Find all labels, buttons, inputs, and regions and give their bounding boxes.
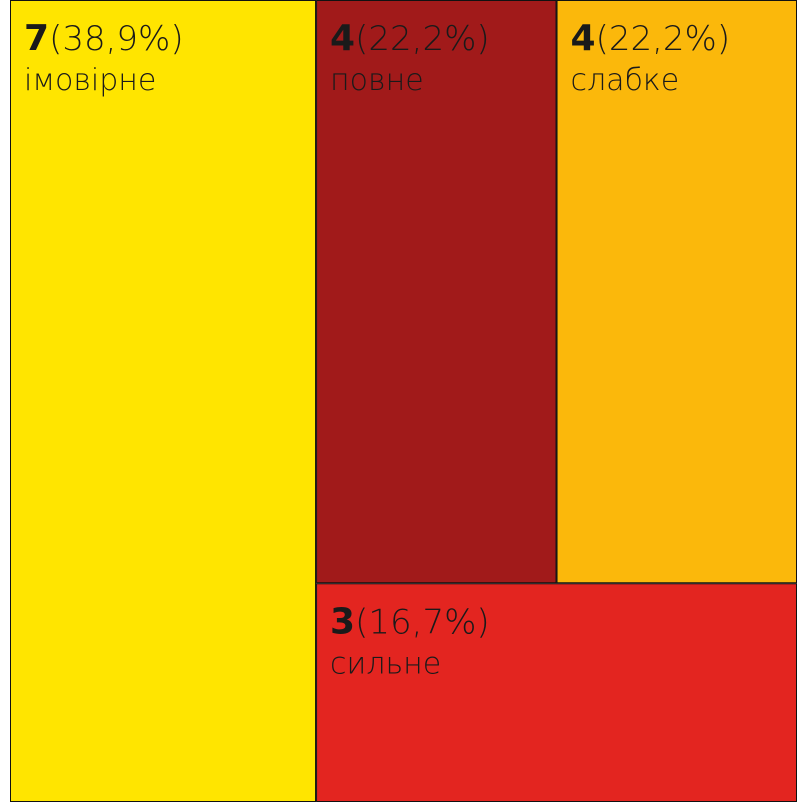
tile-value: 3 xyxy=(330,601,355,642)
tile-category: імовірне xyxy=(24,63,156,98)
tile-label: 4(22,2%) xyxy=(330,18,490,59)
tile-share: (22,2%) xyxy=(596,19,731,59)
treemap-tile xyxy=(10,0,317,802)
tile-value: 7 xyxy=(24,18,49,59)
treemap-tile xyxy=(316,0,557,584)
tile-category: повне xyxy=(330,63,424,98)
tile-share: (22,2%) xyxy=(355,19,490,59)
tile-label: 4(22,2%) xyxy=(571,18,731,59)
tile-share: (16,7%) xyxy=(355,602,490,642)
treemap-tile xyxy=(316,583,797,802)
tile-label: 3(16,7%) xyxy=(330,601,490,642)
tile-share: (38,9%) xyxy=(49,19,184,59)
tile-label: 7(38,9%) xyxy=(24,18,184,59)
tile-category: сильне xyxy=(330,646,441,681)
tile-value: 4 xyxy=(330,18,355,59)
treemap-tile xyxy=(556,0,797,584)
tile-category: слабке xyxy=(571,63,680,98)
tile-value: 4 xyxy=(571,18,596,59)
